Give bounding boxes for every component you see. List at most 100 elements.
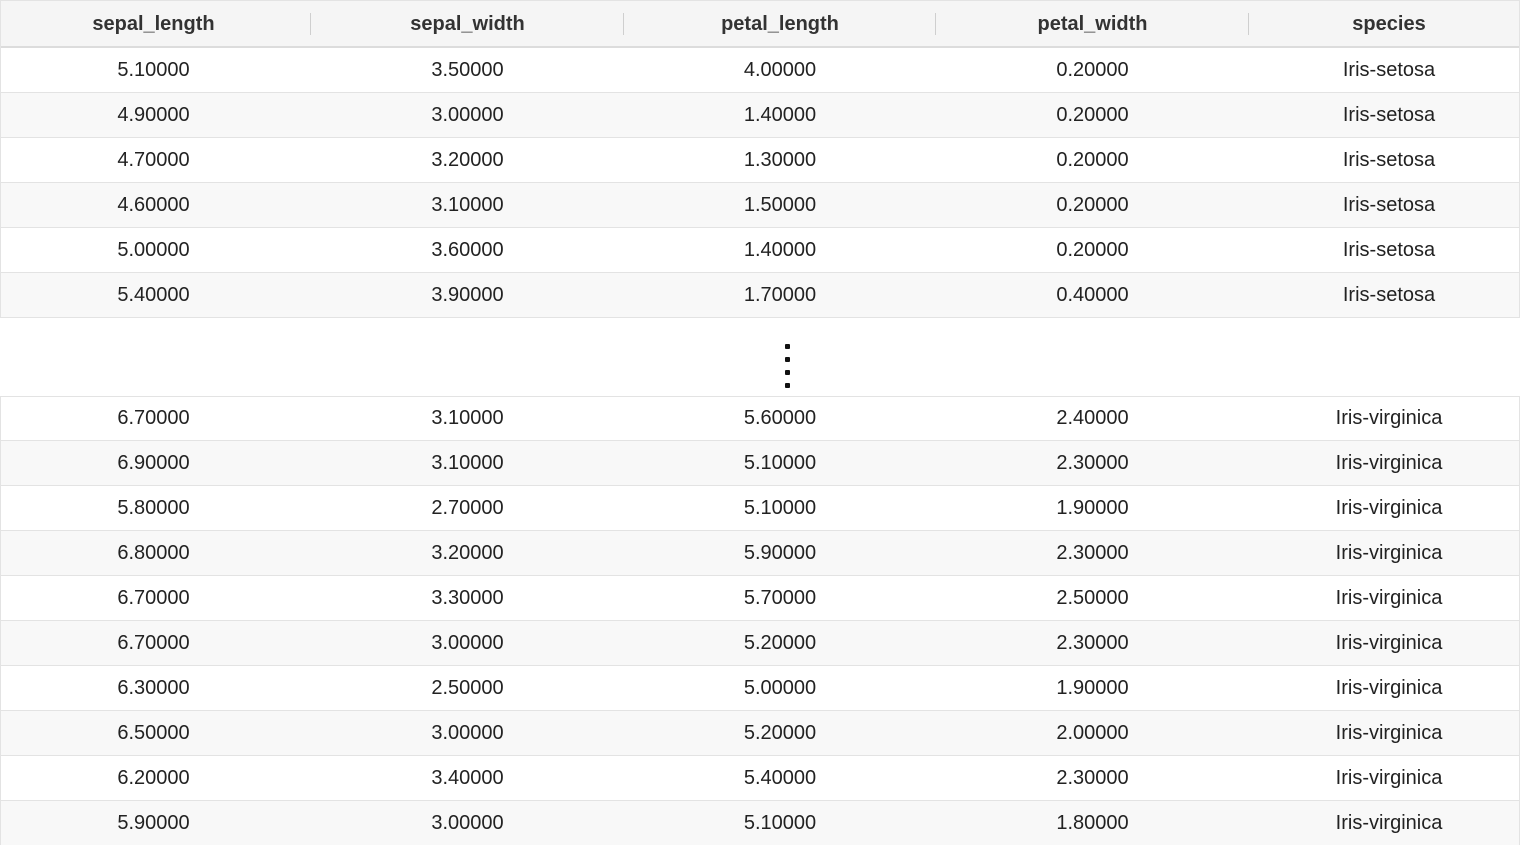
- column-header-sepal-width[interactable]: sepal_width: [311, 1, 624, 46]
- cell-petal-width: 2.00000: [1056, 721, 1129, 744]
- cell-petal-length: 4.00000: [743, 58, 817, 81]
- ellipsis-dot: [784, 383, 790, 388]
- cell-species: Iris-virginica: [1335, 496, 1443, 519]
- cell-sepal-width: 3.40000: [431, 766, 504, 789]
- cell-sepal-width: 3.00000: [431, 103, 504, 126]
- cell-sepal-width: 3.10000: [431, 407, 504, 429]
- table-row: 6.50000 3.00000 5.20000 2.00000 Iris-virgini…: [1, 711, 1519, 756]
- data-table-top: sepal_length sepal_width petal_length pe…: [0, 0, 1520, 318]
- table-row: 4.60000 3.10000 1.50000 0.20000 Iris-setosa: [1, 183, 1519, 228]
- cell-sepal-width: 3.00000: [431, 811, 504, 834]
- ellipsis-dot: [784, 357, 790, 362]
- table-body-bottom: 6.70000 3.10000 5.60000 2.40000 Iris-virgini…: [1, 396, 1519, 845]
- cell-petal-width: 2.30000: [1056, 451, 1129, 474]
- column-header-petal-width[interactable]: petal_width: [936, 1, 1249, 46]
- column-header-petal-length[interactable]: petal_length: [624, 1, 936, 46]
- cell-petal-width: 0.20000: [1056, 193, 1129, 216]
- table-row: 6.70000 3.10000 5.60000 2.40000 Iris-virgini…: [1, 396, 1519, 441]
- cell-petal-length: 5.20000: [743, 631, 817, 654]
- cell-sepal-length: 5.10000: [117, 58, 190, 81]
- cell-petal-length: 5.10000: [743, 496, 817, 519]
- column-header-species[interactable]: species: [1352, 13, 1426, 35]
- cell-petal-length: 5.40000: [743, 766, 817, 789]
- cell-sepal-width: 3.20000: [431, 541, 504, 564]
- cell-petal-length: 1.40000: [743, 238, 817, 261]
- table-row: 5.00000 3.60000 1.40000 0.20000 Iris-setosa: [1, 228, 1519, 273]
- table-row: 6.80000 3.20000 5.90000 2.30000 Iris-virgini…: [1, 531, 1519, 576]
- cell-sepal-length: 5.00000: [117, 238, 190, 261]
- cell-species: Iris-virginica: [1335, 451, 1443, 474]
- table-row: 5.40000 3.90000 1.70000 0.40000 Iris-setosa: [1, 273, 1519, 318]
- table-row: 4.70000 3.20000 1.30000 0.20000 Iris-setosa: [1, 138, 1519, 183]
- cell-petal-length: 5.20000: [743, 721, 817, 744]
- cell-sepal-width: 3.00000: [431, 631, 504, 654]
- cell-sepal-length: 4.70000: [117, 148, 190, 171]
- cell-species: Iris-virginica: [1335, 676, 1443, 699]
- cell-species: Iris-virginica: [1335, 766, 1443, 789]
- cell-petal-width: 1.90000: [1056, 676, 1129, 699]
- cell-species: Iris-virginica: [1335, 811, 1443, 834]
- cell-petal-length: 1.70000: [743, 283, 817, 306]
- cell-petal-length: 5.90000: [743, 541, 817, 564]
- cell-sepal-length: 6.70000: [117, 407, 190, 429]
- cell-sepal-width: 2.70000: [431, 496, 504, 519]
- cell-species: Iris-setosa: [1342, 238, 1436, 261]
- cell-sepal-length: 6.80000: [117, 541, 190, 564]
- cell-sepal-length: 6.70000: [117, 586, 190, 609]
- cell-petal-length: 5.70000: [743, 586, 817, 609]
- cell-petal-length: 5.00000: [743, 676, 817, 699]
- table-row: 5.90000 3.00000 5.10000 1.80000 Iris-virgini…: [1, 801, 1519, 845]
- cell-species: Iris-setosa: [1342, 283, 1436, 306]
- table-body-top: 5.10000 3.50000 4.00000 0.20000 Iris-setosa 4…: [1, 48, 1519, 318]
- cell-petal-width: 2.30000: [1056, 541, 1129, 564]
- cell-petal-width: 0.20000: [1056, 238, 1129, 261]
- table-row: 6.70000 3.30000 5.70000 2.50000 Iris-virgini…: [1, 576, 1519, 621]
- ellipsis-dot: [784, 344, 790, 349]
- cell-petal-width: 0.20000: [1056, 58, 1129, 81]
- cell-petal-length: 1.40000: [743, 103, 817, 126]
- cell-sepal-width: 3.50000: [431, 58, 504, 81]
- cell-sepal-length: 6.90000: [117, 451, 190, 474]
- cell-petal-width: 0.20000: [1056, 103, 1129, 126]
- cell-petal-width: 1.90000: [1056, 496, 1129, 519]
- cell-sepal-length: 5.40000: [117, 283, 190, 306]
- data-table-bottom: 6.70000 3.10000 5.60000 2.40000 Iris-virgini…: [0, 396, 1520, 845]
- cell-petal-width: 0.40000: [1056, 283, 1129, 306]
- column-header-sepal-length[interactable]: sepal_length: [1, 1, 311, 46]
- cell-sepal-length: 5.80000: [117, 496, 190, 519]
- cell-petal-length: 1.30000: [743, 148, 817, 171]
- cell-species: Iris-setosa: [1342, 193, 1436, 216]
- cell-petal-width: 2.40000: [1056, 407, 1129, 429]
- cell-petal-length: 5.10000: [743, 451, 817, 474]
- table-row: 6.70000 3.00000 5.20000 2.30000 Iris-virgini…: [1, 621, 1519, 666]
- cell-species: Iris-virginica: [1335, 407, 1443, 429]
- cell-petal-width: 2.50000: [1056, 586, 1129, 609]
- table-row: 5.10000 3.50000 4.00000 0.20000 Iris-setosa: [1, 48, 1519, 93]
- cell-petal-width: 2.30000: [1056, 631, 1129, 654]
- cell-petal-width: 0.20000: [1056, 148, 1129, 171]
- cell-petal-length: 5.60000: [743, 407, 817, 429]
- table-header-row: sepal_length sepal_width petal_length pe…: [1, 0, 1519, 48]
- cell-species: Iris-virginica: [1335, 631, 1443, 654]
- cell-sepal-width: 3.00000: [431, 721, 504, 744]
- cell-sepal-length: 5.90000: [117, 811, 190, 834]
- cell-sepal-width: 3.30000: [431, 586, 504, 609]
- cell-species: Iris-virginica: [1335, 721, 1443, 744]
- cell-petal-length: 5.10000: [743, 811, 817, 834]
- table-row: 5.80000 2.70000 5.10000 1.90000 Iris-virgini…: [1, 486, 1519, 531]
- cell-sepal-width: 3.90000: [431, 283, 504, 306]
- ellipsis-dot: [784, 370, 790, 375]
- cell-sepal-length: 6.70000: [117, 631, 190, 654]
- cell-sepal-width: 2.50000: [431, 676, 504, 699]
- cell-petal-length: 1.50000: [743, 193, 817, 216]
- cell-sepal-width: 3.10000: [431, 193, 504, 216]
- cell-sepal-width: 3.20000: [431, 148, 504, 171]
- table-row: 4.90000 3.00000 1.40000 0.20000 Iris-setosa: [1, 93, 1519, 138]
- cell-sepal-width: 3.60000: [431, 238, 504, 261]
- cell-species: Iris-setosa: [1342, 58, 1436, 81]
- cell-species: Iris-setosa: [1342, 103, 1436, 126]
- cell-sepal-length: 6.30000: [117, 676, 190, 699]
- cell-sepal-width: 3.10000: [431, 451, 504, 474]
- table-row: 6.20000 3.40000 5.40000 2.30000 Iris-virgini…: [1, 756, 1519, 801]
- cell-sepal-length: 6.20000: [117, 766, 190, 789]
